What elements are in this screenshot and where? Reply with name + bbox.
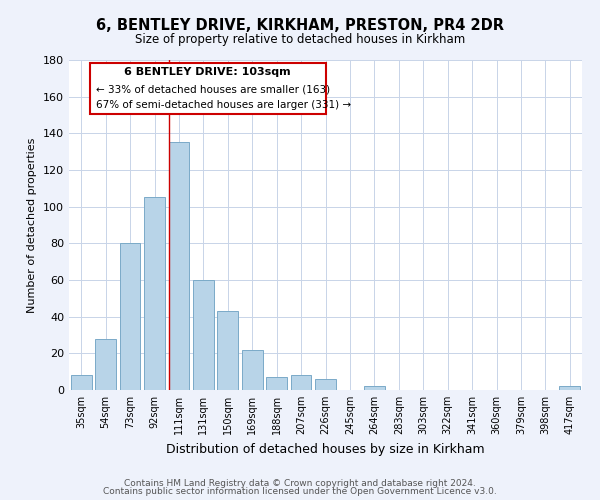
Y-axis label: Number of detached properties: Number of detached properties bbox=[28, 138, 37, 312]
Bar bbox=[144, 198, 165, 390]
Text: Contains HM Land Registry data © Crown copyright and database right 2024.: Contains HM Land Registry data © Crown c… bbox=[124, 478, 476, 488]
Bar bbox=[364, 386, 385, 390]
Bar bbox=[71, 376, 92, 390]
Bar bbox=[315, 379, 336, 390]
Text: ← 33% of detached houses are smaller (163): ← 33% of detached houses are smaller (16… bbox=[95, 84, 330, 94]
Text: Contains public sector information licensed under the Open Government Licence v3: Contains public sector information licen… bbox=[103, 487, 497, 496]
Text: Size of property relative to detached houses in Kirkham: Size of property relative to detached ho… bbox=[135, 32, 465, 46]
X-axis label: Distribution of detached houses by size in Kirkham: Distribution of detached houses by size … bbox=[166, 442, 485, 456]
Text: 6, BENTLEY DRIVE, KIRKHAM, PRESTON, PR4 2DR: 6, BENTLEY DRIVE, KIRKHAM, PRESTON, PR4 … bbox=[96, 18, 504, 32]
Bar bbox=[290, 376, 311, 390]
Bar bbox=[559, 386, 580, 390]
Bar bbox=[169, 142, 190, 390]
Bar bbox=[193, 280, 214, 390]
Bar bbox=[95, 338, 116, 390]
Text: 6 BENTLEY DRIVE: 103sqm: 6 BENTLEY DRIVE: 103sqm bbox=[124, 68, 291, 78]
Text: 67% of semi-detached houses are larger (331) →: 67% of semi-detached houses are larger (… bbox=[95, 100, 351, 110]
Bar bbox=[217, 311, 238, 390]
Bar bbox=[266, 377, 287, 390]
Bar bbox=[242, 350, 263, 390]
FancyBboxPatch shape bbox=[89, 64, 325, 114]
Bar bbox=[119, 244, 140, 390]
